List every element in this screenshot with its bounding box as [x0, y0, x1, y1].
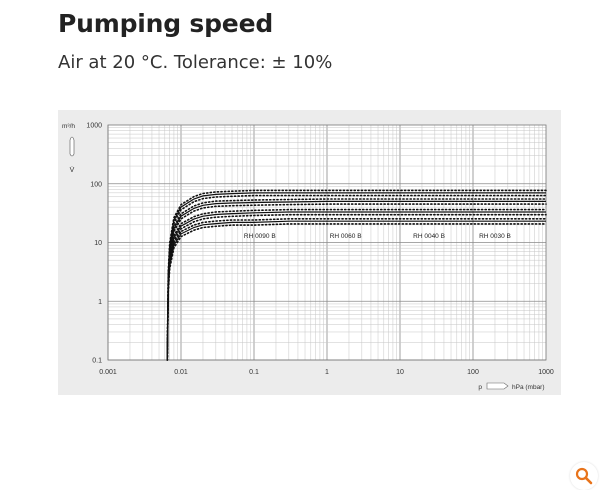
tolerance-lower-line: [166, 203, 547, 361]
page-title: Pumping speed: [58, 9, 274, 38]
pumping-speed-chart: 0.001 0.01 0.1 1 10 100 1000 0.1 1 10 100 1000 m³/h V…: [62, 123, 554, 392]
y-unit-label: m³/h: [62, 123, 75, 130]
tolerance-upper-line: [166, 198, 547, 359]
x-tick-label: 1: [325, 369, 329, 376]
series-label: RH 0030 B: [479, 233, 511, 240]
magnifier-icon: [575, 467, 593, 485]
y-tick-label: 10: [94, 240, 102, 247]
x-tick-label: 10: [396, 369, 404, 376]
plot-frame: [107, 124, 547, 361]
page-subtitle: Air at 20 °C. Tolerance: ± 10%: [58, 52, 333, 73]
tolerance-upper-line: [166, 218, 547, 359]
pipe-icon: [486, 382, 509, 390]
x-tick-label: 1000: [538, 369, 554, 376]
x-tick-label: 0.1: [249, 369, 259, 376]
y-tick-label: 100: [90, 181, 102, 188]
y-tick-label: 1000: [86, 123, 102, 130]
x-tick-label: 100: [467, 369, 479, 376]
tolerance-upper-line: [166, 189, 547, 359]
series-label: RH 0090 B: [244, 233, 276, 240]
y-symbol-label: V̇: [70, 166, 75, 174]
tolerance-upper-line: [166, 208, 547, 359]
x-symbol-label: p: [478, 384, 482, 391]
tolerance-lower-line: [166, 194, 547, 361]
x-tick-label: 0.001: [99, 369, 117, 376]
y-tick-label: 0.1: [92, 358, 102, 365]
x-tick-label: 0.01: [174, 369, 188, 376]
pump-outline-icon: [69, 136, 75, 157]
series-label: RH 0060 B: [330, 233, 362, 240]
chart-panel: 0.001 0.01 0.1 1 10 100 1000 0.1 1 10 100 1000 m³/h V…: [58, 110, 598, 490]
zoom-button[interactable]: [570, 462, 598, 490]
y-tick-label: 1: [98, 299, 102, 306]
x-unit-label: hPa (mbar): [512, 384, 545, 391]
series-label: RH 0040 B: [413, 233, 445, 240]
tolerance-lower-line: [166, 223, 547, 361]
